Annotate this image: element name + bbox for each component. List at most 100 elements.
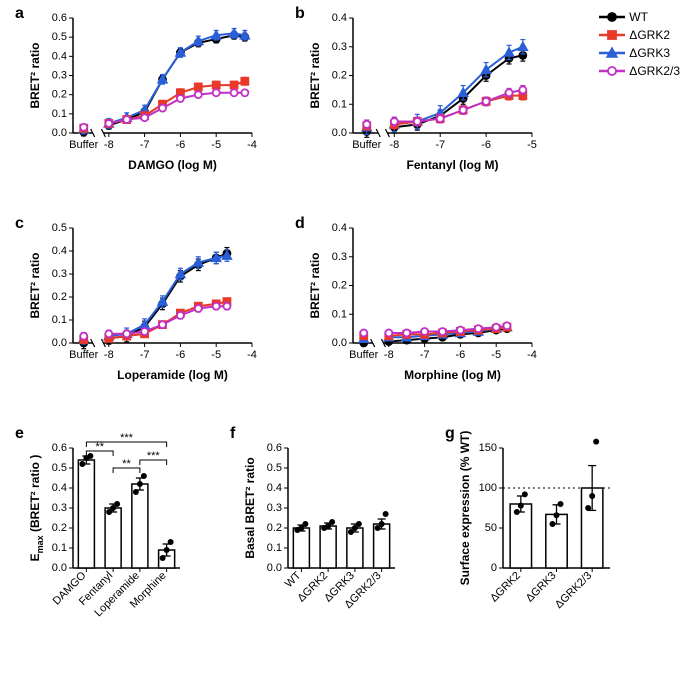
svg-text:0.0: 0.0 — [52, 337, 67, 349]
svg-text:ΔGRK3: ΔGRK3 — [524, 570, 559, 605]
panel-d: 0.0 0.1 0.2 0.3 0.4 -8 -7 -6 -5 -4 Buffer BRET² rat… — [305, 220, 540, 388]
svg-text:-7: -7 — [435, 139, 445, 151]
svg-text:Fentanyl (log M): Fentanyl (log M) — [407, 158, 499, 172]
svg-text:DAMGO (log M): DAMGO (log M) — [128, 158, 217, 172]
panel-label-c: c — [15, 215, 24, 233]
svg-text:Morphine (log M): Morphine (log M) — [404, 368, 501, 382]
legend-label: WT — [629, 10, 648, 24]
svg-text:BRET² ratio: BRET² ratio — [308, 43, 322, 109]
svg-text:0.3: 0.3 — [267, 502, 282, 514]
svg-text:-6: -6 — [456, 349, 466, 361]
svg-text:0.2: 0.2 — [332, 70, 347, 82]
svg-text:0.1: 0.1 — [267, 542, 282, 554]
svg-text:0.5: 0.5 — [52, 31, 67, 43]
svg-text:-5: -5 — [491, 349, 501, 361]
svg-text:-4: -4 — [247, 349, 257, 361]
svg-text:0.4: 0.4 — [332, 12, 347, 24]
svg-text:-7: -7 — [420, 349, 430, 361]
svg-text:0.0: 0.0 — [332, 337, 347, 349]
svg-text:0: 0 — [491, 562, 497, 574]
svg-text:-8: -8 — [104, 139, 114, 151]
svg-text:-4: -4 — [527, 349, 537, 361]
svg-text:0.2: 0.2 — [267, 522, 282, 534]
svg-text:BRET² ratio: BRET² ratio — [308, 253, 322, 319]
svg-text:-8: -8 — [384, 349, 394, 361]
legend-item-dGRK3: ΔGRK3 — [599, 46, 680, 60]
svg-text:Buffer: Buffer — [352, 139, 381, 151]
panel-label-e: e — [15, 425, 24, 443]
svg-text:0.4: 0.4 — [52, 50, 67, 62]
svg-text:0.1: 0.1 — [52, 542, 67, 554]
svg-text:BRET² ratio: BRET² ratio — [28, 253, 42, 319]
svg-text:-5: -5 — [211, 139, 221, 151]
svg-text:0.0: 0.0 — [52, 127, 67, 139]
svg-text:0.3: 0.3 — [52, 268, 67, 280]
svg-text:Buffer: Buffer — [69, 139, 98, 151]
legend-item-dGRK2: ΔGRK2 — [599, 28, 680, 42]
legend-label: ΔGRK2 — [629, 28, 670, 42]
svg-text:-8: -8 — [104, 349, 114, 361]
svg-text:Buffer: Buffer — [349, 349, 378, 361]
svg-text:Surface expression (% WT): Surface expression (% WT) — [458, 431, 472, 586]
svg-text:0.6: 0.6 — [267, 442, 282, 454]
panel-e: 0.00.10.20.30.40.50.6DAMGOFentanylLopera… — [25, 430, 185, 633]
svg-text:BRET² ratio: BRET² ratio — [28, 43, 42, 109]
svg-text:0.2: 0.2 — [332, 280, 347, 292]
panel-label-f: f — [230, 425, 235, 443]
svg-text:0.1: 0.1 — [332, 98, 347, 110]
svg-text:**: ** — [95, 441, 104, 453]
svg-text:-8: -8 — [389, 139, 399, 151]
svg-text:-5: -5 — [211, 349, 221, 361]
svg-text:0.2: 0.2 — [52, 291, 67, 303]
svg-text:**: ** — [122, 458, 131, 470]
svg-text:-6: -6 — [176, 139, 186, 151]
svg-text:0.5: 0.5 — [267, 462, 282, 474]
svg-text:0.0: 0.0 — [52, 562, 67, 574]
svg-text:Loperamide (log M): Loperamide (log M) — [117, 368, 228, 382]
svg-text:0.2: 0.2 — [52, 89, 67, 101]
svg-text:0.3: 0.3 — [332, 251, 347, 263]
svg-text:0.4: 0.4 — [52, 482, 67, 494]
svg-text:Emax (BRET² ratio ): Emax (BRET² ratio ) — [28, 455, 45, 562]
svg-text:0.1: 0.1 — [332, 308, 347, 320]
legend-label: ΔGRK2/3 — [629, 64, 680, 78]
svg-text:-7: -7 — [140, 139, 150, 151]
svg-text:0.1: 0.1 — [52, 108, 67, 120]
svg-text:WT: WT — [283, 569, 304, 590]
panel-a: 0.0 0.1 0.2 0.3 0.4 0.5 0.6 -8 -7 -6 -5 -4 Buffer BRE… — [25, 10, 260, 178]
svg-text:0.4: 0.4 — [267, 482, 282, 494]
panel-c: 0.00.10.20.30.40.5-8-7-6-5-4BufferBRET² … — [25, 220, 260, 388]
svg-text:0.1: 0.1 — [52, 314, 67, 326]
svg-text:0.2: 0.2 — [52, 522, 67, 534]
svg-text:100: 100 — [479, 482, 497, 494]
svg-text:50: 50 — [485, 522, 497, 534]
svg-text:***: *** — [120, 432, 134, 444]
svg-text:150: 150 — [479, 442, 497, 454]
svg-text:0.4: 0.4 — [52, 245, 67, 257]
svg-text:0.6: 0.6 — [52, 442, 67, 454]
panel-label-a: a — [15, 5, 24, 23]
panel-label-b: b — [295, 5, 305, 23]
svg-text:0.0: 0.0 — [267, 562, 282, 574]
svg-text:***: *** — [147, 450, 161, 462]
svg-text:0.5: 0.5 — [52, 222, 67, 234]
svg-text:0.3: 0.3 — [52, 70, 67, 82]
panel-g: 050100150ΔGRK2ΔGRK3ΔGRK2/3Surface expres… — [455, 430, 615, 633]
legend-label: ΔGRK3 — [629, 46, 670, 60]
panel-label-g: g — [445, 425, 455, 443]
svg-text:0.0: 0.0 — [332, 127, 347, 139]
svg-text:-6: -6 — [481, 139, 491, 151]
svg-text:Basal BRET² ratio: Basal BRET² ratio — [243, 457, 257, 558]
svg-text:Buffer: Buffer — [69, 349, 98, 361]
svg-text:-4: -4 — [247, 139, 257, 151]
svg-text:0.5: 0.5 — [52, 462, 67, 474]
svg-text:0.4: 0.4 — [332, 222, 347, 234]
panel-f: 0.00.10.20.30.40.50.6WTΔGRK2ΔGRK3ΔGRK2/3… — [240, 430, 400, 633]
svg-text:0.3: 0.3 — [52, 502, 67, 514]
panel-label-d: d — [295, 215, 305, 233]
svg-text:0.6: 0.6 — [52, 12, 67, 24]
panel-b: 0.00.10.20.30.4-8-7-6-5BufferBRET² ratio… — [305, 10, 540, 178]
svg-text:-6: -6 — [176, 349, 186, 361]
legend-item-WT: WT — [599, 10, 680, 24]
svg-text:-5: -5 — [527, 139, 537, 151]
